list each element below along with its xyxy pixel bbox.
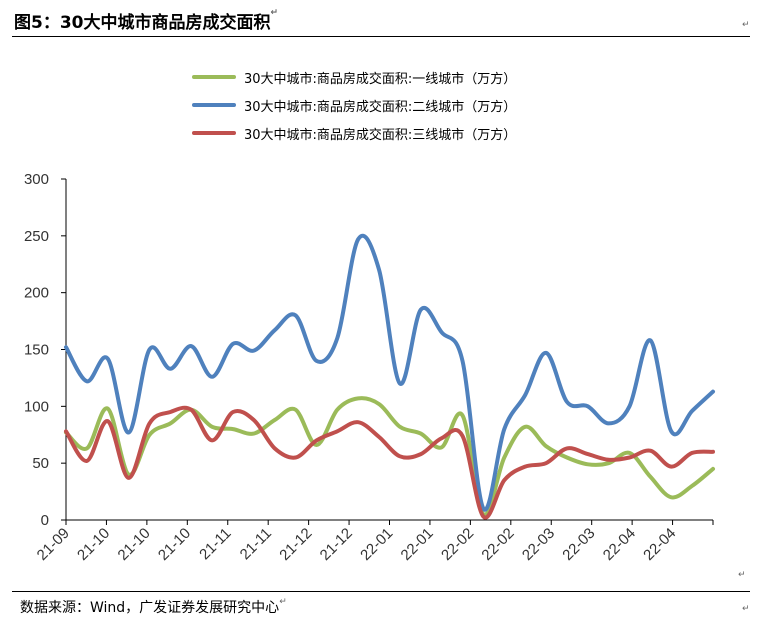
x-tick-label: 21-12 [317, 525, 356, 564]
legend-item-tier3: 30大中城市:商品房成交面积:三线城市（万方） [192, 119, 516, 147]
y-tick-label: 200 [24, 285, 49, 302]
y-tick-label: 0 [41, 512, 49, 529]
x-tick-label: 22-03 [519, 525, 558, 564]
x-tick-label: 22-02 [478, 525, 517, 564]
legend-swatch-tier1 [192, 75, 236, 79]
x-tick-label: 22-04 [640, 525, 679, 564]
legend-swatch-tier2 [192, 103, 236, 107]
y-tick-label: 50 [32, 455, 49, 472]
y-tick-label: 300 [24, 171, 49, 188]
legend-item-tier1: 30大中城市:商品房成交面积:一线城市（万方） [192, 63, 516, 91]
legend-item-tier2: 30大中城市:商品房成交面积:二线城市（万方） [192, 91, 516, 119]
title-rule [12, 36, 750, 37]
series-line-tier3 [64, 405, 715, 520]
chart-legend: 30大中城市:商品房成交面积:一线城市（万方） 30大中城市:商品房成交面积:二… [192, 63, 516, 147]
return-mark: ↵ [742, 604, 750, 614]
x-tick-label: 22-01 [357, 525, 396, 564]
y-tick-label: 150 [24, 342, 49, 359]
series-line-tier1 [64, 396, 715, 517]
x-tick-label: 21-11 [237, 525, 275, 563]
return-mark: ↵ [742, 20, 750, 30]
series-line-tier2 [64, 233, 715, 512]
source-note: 数据来源：Wind，广发证券发展研究中心 ↵ [20, 597, 287, 616]
x-tick-label: 21-11 [196, 525, 234, 563]
x-tick-label: 21-10 [155, 525, 194, 564]
legend-swatch-tier3 [192, 131, 236, 135]
legend-label-tier1: 30大中城市:商品房成交面积:一线城市（万方） [244, 71, 517, 87]
x-tick-label: 21-10 [74, 525, 113, 564]
x-tick-label: 22-02 [438, 525, 477, 564]
x-tick-label: 21-12 [276, 525, 315, 564]
x-tick-label: 22-01 [398, 525, 437, 564]
source-rule [12, 591, 750, 592]
x-tick-label: 21-10 [115, 525, 154, 564]
y-tick-label: 250 [24, 228, 49, 245]
x-tick-label: 21-09 [34, 525, 73, 564]
figure-title: 图5：30大中城市商品房成交面积 ↵ [14, 8, 279, 33]
legend-label-tier2: 30大中城市:商品房成交面积:二线城市（万方） [244, 99, 517, 115]
legend-label-tier3: 30大中城市:商品房成交面积:三线城市（万方） [244, 127, 517, 143]
return-mark: ↵ [738, 570, 746, 580]
x-tick-label: 22-04 [600, 525, 639, 564]
x-tick-label: 22-03 [559, 525, 598, 564]
y-tick-label: 100 [24, 398, 49, 415]
